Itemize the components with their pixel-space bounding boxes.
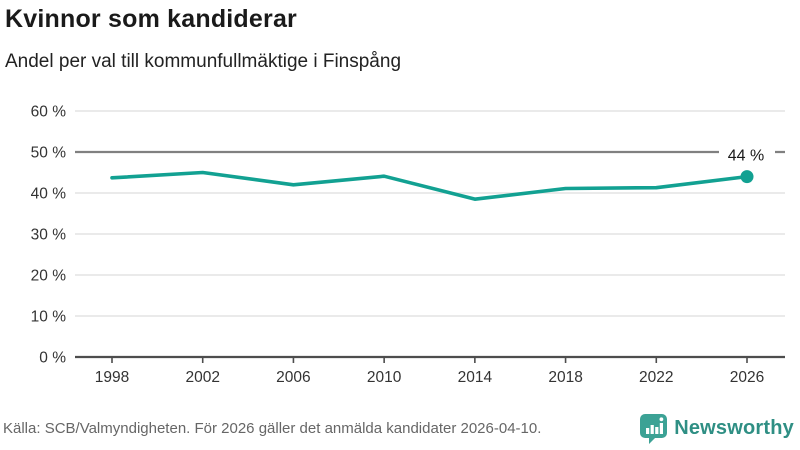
page-subtitle: Andel per val till kommunfullmäktige i F… — [5, 51, 402, 73]
source-note: Källa: SCB/Valmyndigheten. För 2026 gäll… — [3, 419, 542, 437]
line-chart: 0 % 10 % 20 % 30 % 40 % 50 % 60 % 44 % 1998 2002 2… — [31, 104, 785, 386]
end-value-label: 44 % — [728, 148, 764, 165]
x-axis-tick-label: 2010 — [367, 369, 402, 386]
page-title: Kvinnor som kandiderar — [5, 5, 297, 33]
y-axis-tick-label: 50 % — [31, 145, 67, 162]
y-axis-tick-label: 40 % — [31, 186, 67, 203]
y-axis-tick-label: 0 % — [39, 350, 66, 367]
y-axis-tick-label: 60 % — [31, 104, 67, 121]
newsworthy-bubble-chart-icon — [640, 413, 668, 444]
chart-header: Kvinnor som kandiderar Andel per val til… — [0, 0, 800, 73]
x-axis-tick-label: 2018 — [548, 369, 582, 386]
brand-name: Newsworthy — [674, 416, 794, 439]
end-label-backing — [719, 144, 775, 166]
x-axis-tick-label: 2022 — [639, 369, 673, 386]
chart-area: 0 % 10 % 20 % 30 % 40 % 50 % 60 % 44 % 1998 2002 2… — [0, 95, 800, 405]
x-axis-tick-label: 2006 — [276, 369, 310, 386]
x-axis-tick-label: 2002 — [185, 369, 219, 386]
footer: Källa: SCB/Valmyndigheten. För 2026 gäll… — [0, 409, 800, 447]
x-axis-tick-label: 2014 — [458, 369, 493, 386]
y-axis-tick-label: 10 % — [31, 309, 67, 326]
y-axis-tick-label: 30 % — [31, 227, 67, 244]
newsworthy-logo: Newsworthy — [639, 413, 794, 444]
x-axis-tick-label: 2026 — [730, 369, 764, 386]
data-point-2026 — [740, 170, 754, 184]
x-axis-tick-label: 1998 — [95, 369, 129, 386]
y-axis-tick-label: 20 % — [31, 268, 67, 285]
data-line — [110, 170, 749, 201]
